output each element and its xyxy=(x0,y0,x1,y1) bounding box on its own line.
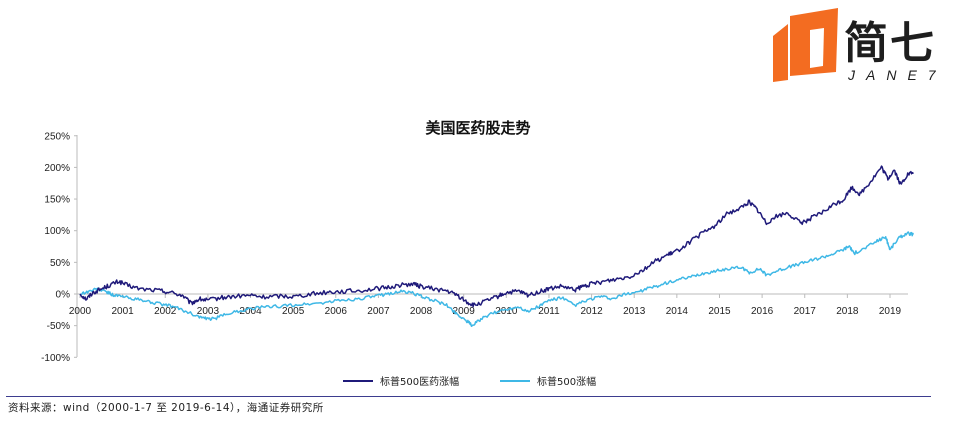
logo-mark-notch xyxy=(810,28,824,68)
x-tick-label: 2017 xyxy=(794,306,817,317)
x-tick-label: 2005 xyxy=(282,306,305,317)
x-tick-label: 2008 xyxy=(410,306,433,317)
x-tick-label: 2018 xyxy=(836,306,859,317)
y-tick-label: -100% xyxy=(41,353,70,364)
x-tick-group: 2000 2001 2002 2003 2004 2005 2006 2007 2008 2009… xyxy=(69,294,902,317)
x-tick-label: 2011 xyxy=(538,306,560,317)
series-group xyxy=(79,165,915,327)
source-note: 资料来源：wind（2000-1-7 至 2019-6-14），海通证券研究所 xyxy=(8,402,324,414)
x-tick-label: 2001 xyxy=(112,306,135,317)
series-line-sp500 xyxy=(79,231,915,327)
y-tick-label: 200% xyxy=(44,163,70,174)
y-tick-label: 100% xyxy=(44,226,70,237)
x-tick-label: 2016 xyxy=(751,306,774,317)
legend-label: 标普500医药涨幅 xyxy=(380,375,459,388)
x-tick-label: 2013 xyxy=(623,306,646,317)
logo-mark-back xyxy=(773,24,788,82)
x-tick-label: 2002 xyxy=(154,306,177,317)
y-tick-group: 250% 200% 150% 100% 50% 0% -50% -100% xyxy=(41,131,77,364)
y-tick-label: -50% xyxy=(47,321,70,332)
chart-title: 美国医药股走势 xyxy=(425,119,530,137)
logo-cn-text: 简七 xyxy=(844,18,936,69)
y-tick-label: 50% xyxy=(50,258,70,269)
x-tick-label: 2014 xyxy=(666,306,689,317)
legend-label: 标普500涨幅 xyxy=(537,375,596,388)
x-tick-label: 2019 xyxy=(879,306,902,317)
y-tick-label: 0% xyxy=(56,290,71,301)
brand-logo: 简七 JANE7 xyxy=(768,6,976,86)
x-tick-label: 2015 xyxy=(708,306,731,317)
x-tick-label: 2010 xyxy=(495,306,518,317)
x-tick-label: 2003 xyxy=(197,306,220,317)
x-tick-label: 2009 xyxy=(453,306,476,317)
x-tick-label: 2012 xyxy=(580,306,603,317)
x-tick-label: 2000 xyxy=(69,306,92,317)
x-tick-label: 2004 xyxy=(239,306,262,317)
x-tick-label: 2007 xyxy=(367,306,390,317)
x-tick-label: 2006 xyxy=(325,306,348,317)
y-tick-label: 250% xyxy=(44,131,70,142)
footer-divider xyxy=(6,396,931,397)
y-tick-label: 150% xyxy=(44,195,70,206)
logo-graphic: 简七 JANE7 xyxy=(773,8,947,83)
legend: 标普500医药涨幅 标普500涨幅 xyxy=(343,375,596,388)
series-line-healthcare xyxy=(79,165,914,308)
logo-en-text: JANE7 xyxy=(847,67,947,83)
